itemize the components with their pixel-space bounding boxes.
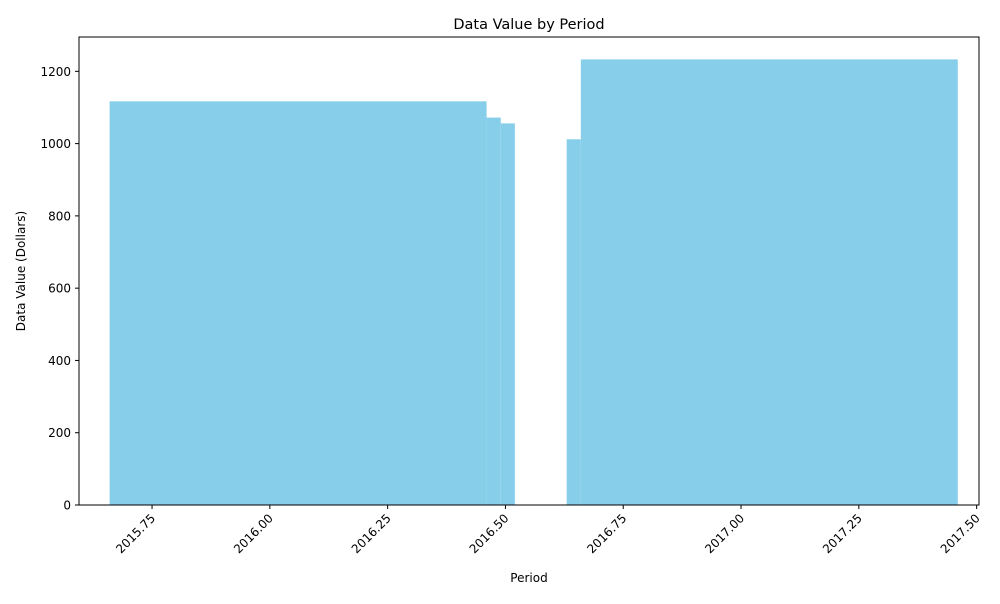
y-tick-label: 800 [48, 209, 71, 223]
chart-title: Data Value by Period [453, 17, 604, 33]
bar-1 [110, 101, 487, 505]
bar-2 [487, 118, 501, 505]
y-tick-label: 200 [48, 426, 71, 440]
bar-3 [501, 123, 515, 505]
x-axis-label: Period [510, 571, 547, 585]
y-tick-label: 0 [63, 499, 71, 513]
y-axis-label: Data Value (Dollars) [14, 211, 28, 331]
y-tick-label: 1000 [40, 137, 71, 151]
y-tick-label: 600 [48, 282, 71, 296]
y-tick-label: 1200 [40, 65, 71, 79]
bar-5 [581, 59, 958, 505]
y-tick-label: 400 [48, 354, 71, 368]
bar-4 [567, 139, 581, 505]
